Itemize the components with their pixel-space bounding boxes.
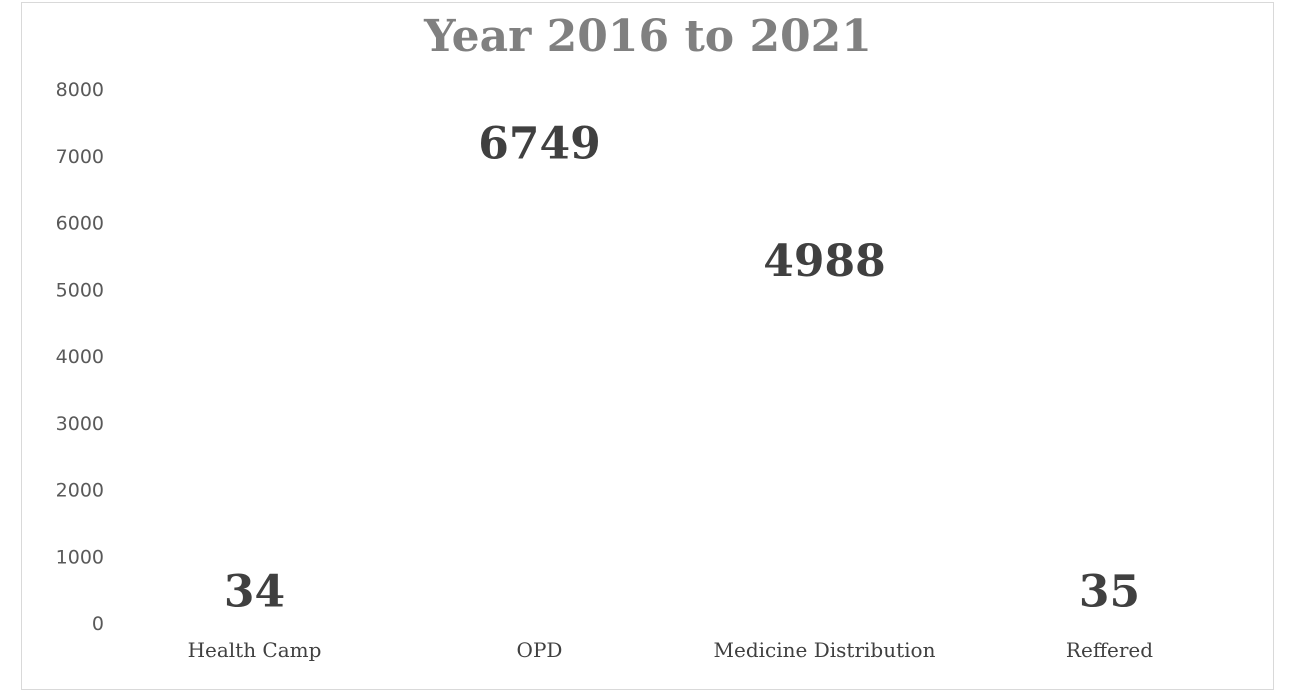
bar: [183, 621, 326, 623]
x-axis-category-labels: Health Camp OPD Medicine Distribution Reffe…: [188, 638, 1154, 662]
y-tick-label: 7000: [56, 146, 104, 168]
data-label: 6749: [478, 119, 600, 170]
data-label-group: 34 6749 4988 35: [224, 119, 1140, 618]
y-tick-label: 2000: [56, 480, 104, 502]
y-tick-label: 5000: [56, 279, 104, 301]
y-tick-label: 0: [92, 613, 104, 635]
data-label: 34: [224, 567, 285, 618]
bar-group: [183, 173, 1181, 623]
data-label: 35: [1079, 567, 1140, 618]
bar: [468, 173, 611, 623]
y-tick-label: 6000: [56, 213, 104, 235]
chart-title: Year 2016 to 2021: [423, 11, 872, 62]
y-tick-label: 1000: [56, 546, 104, 568]
y-axis-tick-labels: 0 1000 2000 3000 4000 5000 6000 7000 8000: [56, 79, 104, 635]
x-category-label: Health Camp: [188, 638, 322, 662]
x-category-label: Reffered: [1066, 638, 1153, 662]
y-tick-label: 4000: [56, 346, 104, 368]
bar: [1038, 621, 1181, 623]
y-tick-label: 8000: [56, 79, 104, 101]
chart-canvas: Year 2016 to 2021 0 1000 2000 3000 4000 5000 6…: [56, 11, 1181, 662]
y-tick-label: 3000: [56, 413, 104, 435]
data-label: 4988: [763, 236, 885, 287]
bar: [753, 290, 896, 623]
x-category-label: Medicine Distribution: [714, 638, 936, 662]
x-category-label: OPD: [517, 638, 563, 662]
chart-area: Year 2016 to 2021 0 1000 2000 3000 4000 5000 6…: [21, 2, 1274, 690]
